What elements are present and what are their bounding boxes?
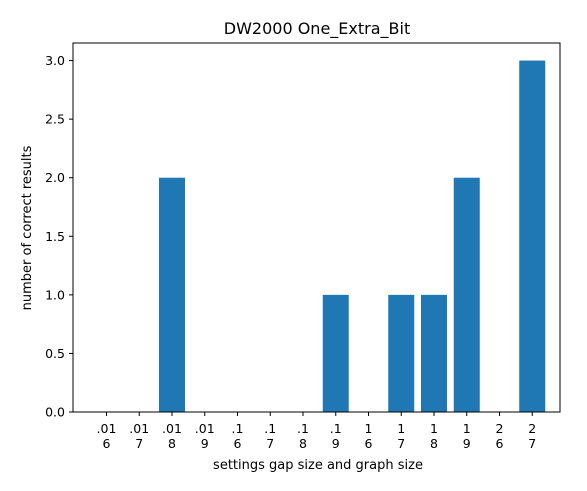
x-tick-label: 2 [528, 421, 536, 436]
x-tick-label: .1 [330, 421, 342, 436]
chart-title: DW2000 One_Extra_Bit [224, 19, 410, 39]
y-tick-label: 2.0 [45, 170, 65, 185]
x-tick-label: .01 [162, 421, 182, 436]
bars-group [159, 60, 546, 412]
bar [453, 177, 480, 412]
x-tick-label: 8 [299, 436, 307, 451]
x-tick-label: 9 [332, 436, 340, 451]
bar [519, 60, 546, 412]
x-tick-label: 7 [266, 436, 274, 451]
y-tick-label: 1.0 [45, 287, 65, 302]
x-tick-label: .1 [297, 421, 309, 436]
x-tick-label: 8 [168, 436, 176, 451]
x-tick-label: 6 [103, 436, 111, 451]
bar [159, 177, 185, 412]
x-tick-label: .01 [97, 421, 117, 436]
y-axis: 0.0 0.5 1.0 1.5 2.0 2.5 3.0 [45, 53, 73, 420]
x-tick-label: 6 [496, 436, 504, 451]
x-tick-label: .01 [129, 421, 149, 436]
x-tick-label: 1 [397, 421, 405, 436]
y-tick-label: 0.0 [45, 405, 65, 420]
y-tick-label: 2.5 [45, 112, 65, 127]
x-tick-label: 6 [365, 436, 373, 451]
x-tick-label: 7 [528, 436, 536, 451]
bar [388, 294, 415, 412]
x-tick-label: .1 [232, 421, 244, 436]
bar [421, 294, 447, 412]
x-tick-label: 2 [496, 421, 504, 436]
x-tick-label: 1 [463, 421, 471, 436]
x-tick-label: 7 [397, 436, 405, 451]
x-tick-label: .1 [264, 421, 276, 436]
y-tick-label: 1.5 [45, 229, 65, 244]
x-tick-label: 9 [463, 436, 471, 451]
plot-frame [72, 42, 561, 413]
x-tick-label: 9 [201, 436, 209, 451]
x-tick-label: 6 [234, 436, 242, 451]
x-tick-label: 1 [365, 421, 373, 436]
y-tick-label: 3.0 [45, 53, 65, 68]
y-tick-label: 0.5 [45, 346, 65, 361]
x-tick-label: .01 [195, 421, 215, 436]
x-tick-label: 8 [430, 436, 438, 451]
x-axis-label: settings gap size and graph size [213, 458, 423, 473]
x-tick-label: 7 [135, 436, 143, 451]
x-tick-label: 1 [430, 421, 438, 436]
bar [322, 294, 349, 412]
y-axis-label: number of correct results [20, 145, 35, 310]
